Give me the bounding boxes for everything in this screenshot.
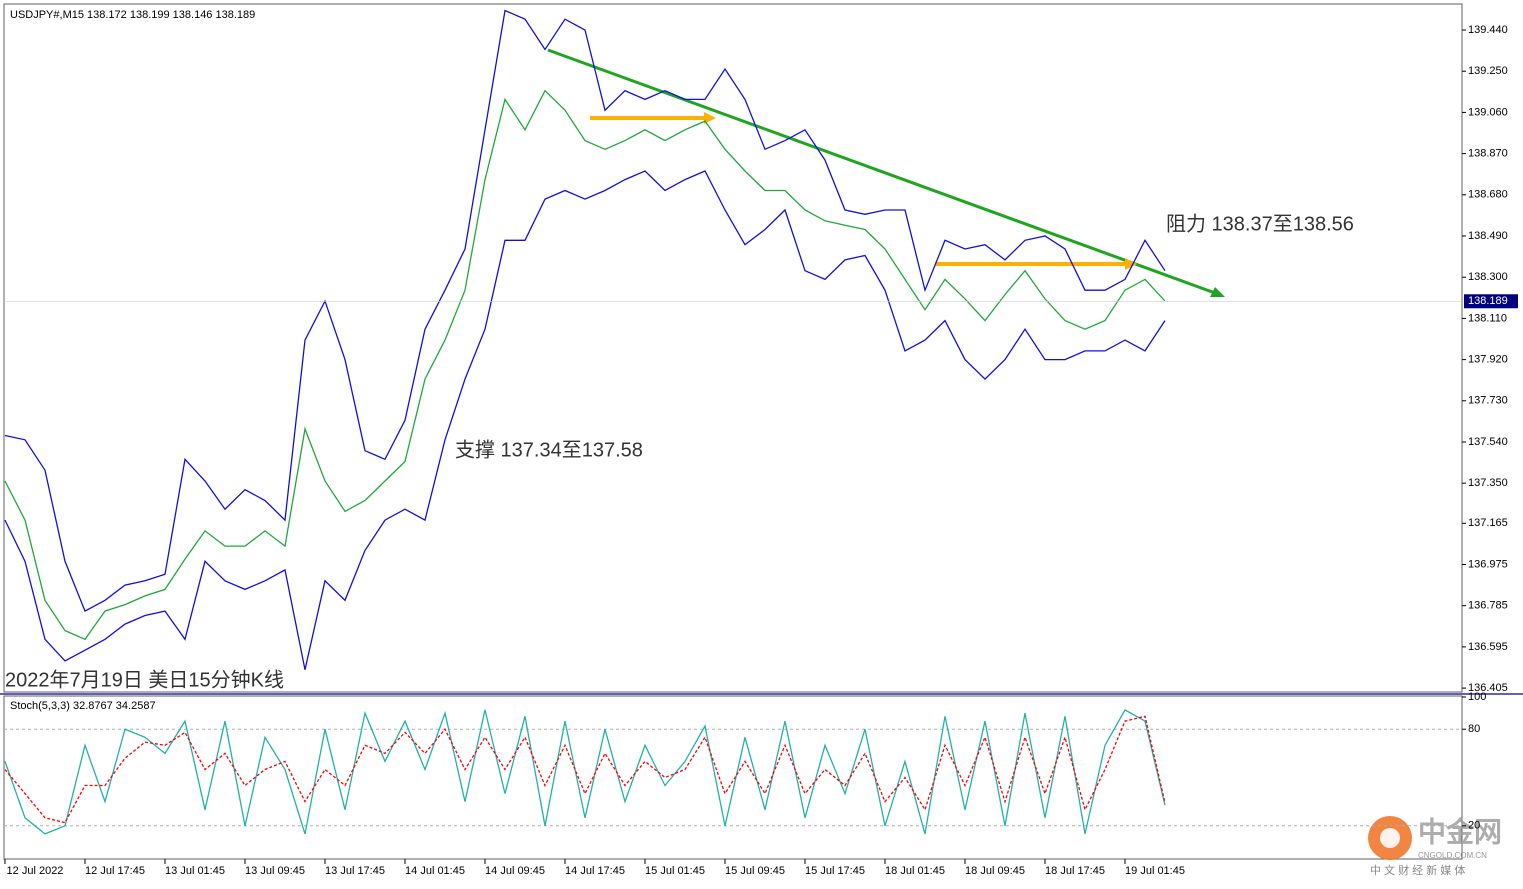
- level-arrow-head: [704, 112, 716, 124]
- x-tick-label: 14 Jul 09:45: [485, 865, 545, 877]
- series-line: [4, 170, 1166, 670]
- x-tick-label: 13 Jul 09:45: [245, 865, 305, 877]
- x-tick-label: 18 Jul 01:45: [885, 865, 945, 877]
- level-arrow-head: [1125, 258, 1137, 270]
- x-tick-label: 18 Jul 17:45: [1045, 865, 1105, 877]
- x-tick-label: 13 Jul 17:45: [325, 865, 385, 877]
- y-tick-label: 137.920: [1468, 354, 1508, 366]
- x-tick-label: 14 Jul 01:45: [405, 865, 465, 877]
- annotation: 2022年7月19日 美日15分钟K线: [5, 668, 284, 691]
- y-tick-label: 138.490: [1468, 230, 1508, 242]
- y-tick-label: 138.870: [1468, 148, 1508, 160]
- y-tick-label: 100: [1468, 691, 1486, 703]
- y-tick-label: 80: [1468, 723, 1480, 735]
- y-tick-label: 138.300: [1468, 271, 1508, 283]
- series-line: [4, 9, 1166, 613]
- annotation: 阻力 138.37至138.56: [1166, 212, 1354, 235]
- y-tick-label: 137.165: [1468, 517, 1508, 529]
- logo-inner: [1380, 828, 1400, 848]
- stoch-panel: [3, 695, 1463, 860]
- y-tick-label: 136.975: [1468, 558, 1508, 570]
- y-tick-label: 136.785: [1468, 600, 1508, 612]
- y-tick-label: 138.110: [1468, 312, 1507, 324]
- y-tick-label: 137.350: [1468, 477, 1508, 489]
- trend-arrow: [1210, 287, 1225, 297]
- x-tick-label: 13 Jul 01:45: [165, 865, 225, 877]
- stoch-title: Stoch(5,3,3) 32.8767 34.2587: [10, 700, 156, 712]
- y-tick-label: 136.405: [1468, 682, 1508, 694]
- y-tick-label: 137.540: [1468, 436, 1508, 448]
- y-tick-label: 139.060: [1468, 106, 1508, 118]
- y-tick-label: 139.440: [1468, 24, 1508, 36]
- series-line: [4, 715, 1166, 824]
- chart-title: USDJPY#,M15 138.172 138.199 138.146 138.…: [10, 9, 255, 21]
- y-tick-label: 138.680: [1468, 189, 1508, 201]
- y-tick-label: 136.595: [1468, 641, 1508, 653]
- price-panel: [3, 3, 1463, 693]
- x-tick-label: 18 Jul 09:45: [965, 865, 1025, 877]
- x-tick-label: 15 Jul 17:45: [805, 865, 865, 877]
- x-tick-label: 19 Jul 01:45: [1125, 865, 1185, 877]
- trend-line: [547, 48, 1216, 295]
- x-tick-label: 15 Jul 09:45: [725, 865, 785, 877]
- watermark-site: CNGOLD.COM.CN: [1418, 851, 1487, 860]
- x-tick-label: 12 Jul 2022: [7, 865, 64, 877]
- current-price-label: 138.189: [1468, 295, 1508, 307]
- y-tick-label: 137.730: [1468, 395, 1508, 407]
- x-tick-label: 12 Jul 17:45: [85, 865, 145, 877]
- series-line: [4, 709, 1166, 835]
- x-tick-label: 14 Jul 17:45: [565, 865, 625, 877]
- y-tick-label: 139.250: [1468, 65, 1508, 77]
- watermark-slogan: 中 文 财 经 新 媒 体: [1370, 863, 1465, 877]
- watermark-name: 中金网: [1418, 815, 1502, 847]
- y-tick-label: 20: [1468, 820, 1480, 832]
- x-tick-label: 15 Jul 01:45: [645, 865, 705, 877]
- series-line: [4, 89, 1166, 641]
- current-price-box: [1464, 294, 1518, 309]
- annotation: 支撑 137.34至137.58: [455, 438, 643, 461]
